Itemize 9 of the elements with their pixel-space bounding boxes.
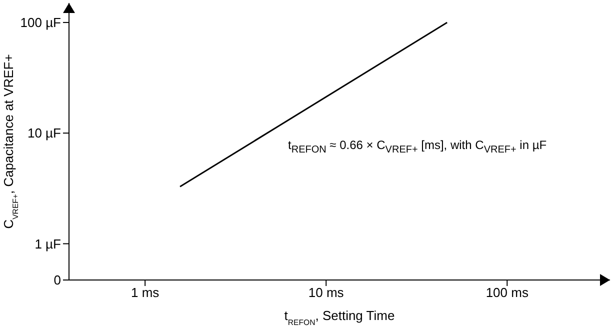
x-axis-title: t$_{REFON}$, Setting Time bbox=[284, 308, 395, 326]
y-tick-label: 0 bbox=[54, 272, 61, 288]
annotation: t$_{REFON}$ ≈ 0.66 × C$_{VREF+}$ [ms], with C$_{VREF+}$ in µF bbox=[288, 138, 547, 156]
y-tick-label: 10 µF bbox=[27, 126, 62, 141]
y-tick-label: 100 µF bbox=[20, 15, 62, 30]
x-tick-label: 100 ms bbox=[486, 285, 529, 300]
x-tick-label: 1 ms bbox=[130, 285, 160, 300]
x-tick-label: 10 ms bbox=[308, 285, 344, 300]
y-tick-label: 1 µF bbox=[34, 236, 62, 252]
